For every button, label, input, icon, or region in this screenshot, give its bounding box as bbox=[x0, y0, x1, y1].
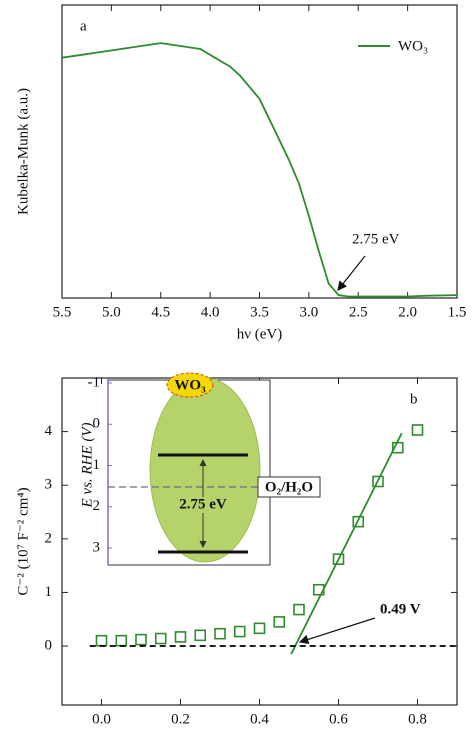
inset: -1 0 1 2 3 E vs. RHE (V) 2.75 eV WO₃ O₂/H₂O bbox=[79, 372, 321, 566]
data-marker bbox=[95, 634, 108, 647]
inset-tick-label: 2 bbox=[93, 498, 101, 514]
inset-tick-label: 3 bbox=[93, 539, 101, 555]
x-tick-label: 0.4 bbox=[250, 711, 269, 727]
x-axis-label: E vs. RHE (V) bbox=[215, 733, 303, 735]
y-tick-label: 0 bbox=[45, 637, 53, 653]
x-axis-label: hν (eV) bbox=[237, 326, 283, 342]
data-marker bbox=[411, 424, 424, 436]
data-marker bbox=[293, 603, 305, 616]
data-marker bbox=[372, 475, 384, 488]
x-tick-label: 0.8 bbox=[408, 711, 427, 727]
semiconductor-badge bbox=[166, 372, 214, 398]
y-axis-label: Kubelka-Munk (a.u.) bbox=[15, 88, 31, 215]
data-marker bbox=[253, 622, 266, 635]
panel-label: b bbox=[410, 391, 418, 407]
data-marker bbox=[135, 633, 147, 646]
y-tick-label: 2 bbox=[45, 530, 53, 546]
gap-label: 2.75 eV bbox=[179, 496, 227, 512]
annotation-arrow bbox=[337, 255, 366, 291]
x-tick-label: 3.0 bbox=[300, 304, 319, 320]
inset-axis-label: E vs. RHE (V) bbox=[79, 423, 95, 509]
data-marker bbox=[194, 629, 207, 642]
x-tick-label: 2.0 bbox=[398, 304, 417, 320]
data-marker bbox=[174, 631, 187, 643]
data-line bbox=[61, 42, 458, 298]
x-tick-label: 4.5 bbox=[151, 304, 170, 320]
gap-bg bbox=[176, 497, 230, 513]
data-line bbox=[290, 432, 403, 655]
x-tick-label: 3.5 bbox=[250, 304, 269, 320]
x-tick-label: 2.5 bbox=[349, 304, 368, 320]
inset-tick-label: -1 bbox=[88, 374, 101, 390]
x-tick-label: 5.0 bbox=[102, 304, 121, 320]
data-marker bbox=[115, 634, 128, 647]
x-tick-label: 1.5 bbox=[448, 304, 467, 320]
panel-label: a bbox=[80, 18, 87, 34]
inset-tick-label: 0 bbox=[93, 416, 101, 432]
annotation: 0.49 V bbox=[380, 601, 421, 617]
data-marker bbox=[332, 553, 345, 565]
x-tick-label: 0.0 bbox=[92, 711, 111, 727]
semiconductor-label: WO₃ bbox=[174, 377, 206, 393]
data-marker bbox=[154, 632, 167, 645]
x-tick-label: 5.5 bbox=[53, 304, 72, 320]
x-tick-label: 0.6 bbox=[329, 711, 348, 727]
y-tick-label: 1 bbox=[45, 584, 53, 600]
data-marker bbox=[273, 616, 286, 628]
x-tick-label: 0.2 bbox=[171, 711, 190, 727]
data-marker bbox=[352, 515, 365, 528]
y-tick-label: 4 bbox=[45, 423, 53, 439]
x-tick-label: 4.0 bbox=[201, 304, 220, 320]
annotation: 2.75 eV bbox=[352, 231, 400, 247]
annotation-arrow bbox=[298, 617, 376, 645]
y-tick-label: 3 bbox=[45, 477, 53, 493]
data-marker bbox=[214, 627, 226, 640]
data-marker bbox=[233, 625, 246, 638]
band-body bbox=[149, 377, 261, 563]
redox-box bbox=[257, 476, 321, 498]
redox-label: O₂/H₂O bbox=[265, 479, 313, 495]
y-axis-label: C⁻² (10⁷ F⁻² cm⁴) bbox=[15, 487, 31, 595]
inset-tick-label: 1 bbox=[93, 457, 101, 473]
legend-label: WO₃ bbox=[398, 38, 428, 54]
